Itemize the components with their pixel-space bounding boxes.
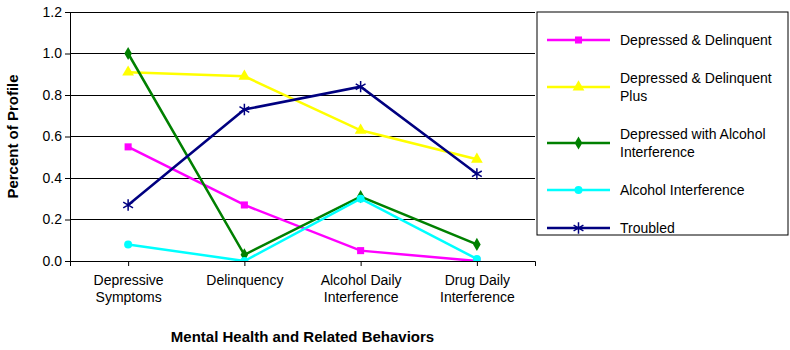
x-tick-label: Drug DailyInterference — [440, 272, 515, 305]
y-tick-label: 0.6 — [43, 128, 63, 144]
y-tick-mark — [65, 54, 70, 55]
series-line — [128, 199, 477, 261]
x-tick: DepressiveSymptoms — [94, 261, 164, 305]
series-marker — [471, 153, 483, 163]
y-tick: 0.6 — [43, 128, 70, 144]
legend-label: Depressed & DelinquentPlus — [620, 70, 772, 104]
grid-line — [70, 12, 535, 13]
legend: Depressed & Delinquent Depressed & Delinq… — [537, 12, 788, 236]
y-tick-label: 0.2 — [43, 211, 63, 227]
series-marker — [472, 168, 482, 179]
legend-marker — [575, 186, 583, 194]
y-tick-label: 0.0 — [43, 253, 63, 269]
x-tick-mark — [244, 261, 245, 266]
grid-line — [70, 219, 535, 220]
data — [122, 47, 483, 261]
y-axis-title: Percent of Profile — [4, 74, 21, 198]
legend-marker — [575, 136, 583, 149]
grid-line — [70, 95, 535, 96]
plot: 0.00.20.40.60.81.01.2DepressiveSymptomsD… — [43, 4, 536, 305]
series-marker — [241, 201, 248, 208]
legend-entry: Alcohol Interference — [547, 182, 745, 198]
y-tick: 1.2 — [43, 4, 70, 20]
x-tick-label: Alcohol DailyInterference — [321, 272, 402, 305]
y-tick-mark — [65, 220, 70, 221]
series-marker — [123, 199, 133, 210]
legend-marker — [574, 222, 584, 233]
series-marker — [357, 195, 365, 203]
series-marker — [238, 70, 250, 80]
y-tick: 0.0 — [43, 253, 70, 269]
series-marker — [357, 247, 364, 254]
legend-entry: Depressed & Delinquent — [547, 32, 772, 48]
y-tick-label: 1.0 — [43, 45, 63, 61]
y-tick-mark — [65, 137, 70, 138]
legend-entry: Depressed with AlcoholInterference — [547, 126, 766, 160]
y-tick: 0.8 — [43, 87, 70, 103]
series-marker — [239, 104, 249, 115]
series-marker — [122, 65, 134, 75]
x-tick-label: Delinquency — [206, 272, 283, 288]
legend-entry: Depressed & DelinquentPlus — [547, 70, 772, 104]
x-tick-mark — [361, 261, 362, 266]
series-marker — [124, 47, 132, 60]
legend-label: Troubled — [620, 220, 675, 236]
x-tick: Delinquency — [206, 261, 283, 288]
chart: 0.00.20.40.60.81.01.2DepressiveSymptomsD… — [0, 0, 790, 350]
series-marker — [473, 238, 481, 251]
y-tick: 1.0 — [43, 45, 70, 61]
grid-line — [70, 136, 535, 137]
y-tick-mark — [65, 12, 70, 13]
x-axis-line — [71, 262, 536, 267]
legend-box — [537, 12, 788, 235]
series-marker — [357, 190, 365, 203]
legend-label: Depressed with AlcoholInterference — [620, 126, 766, 160]
series-marker — [125, 143, 132, 150]
x-tick: Alcohol DailyInterference — [321, 261, 402, 305]
y-tick-label: 1.2 — [43, 4, 63, 20]
y-tick-label: 0.8 — [43, 87, 63, 103]
x-tick-mark — [477, 261, 478, 266]
y-tick-mark — [65, 95, 70, 96]
x-tick-mark — [128, 261, 129, 266]
series-marker — [356, 81, 366, 92]
y-tick-mark — [65, 261, 70, 262]
x-tick-label: DepressiveSymptoms — [94, 272, 164, 305]
x-axis: DepressiveSymptoms Delinquency Alcohol Dai… — [71, 261, 536, 305]
series-marker — [124, 240, 132, 248]
y-tick-label: 0.4 — [43, 170, 63, 186]
y-axis-line — [65, 13, 71, 262]
legend-marker — [575, 36, 582, 43]
grid-line — [70, 178, 535, 179]
series-marker — [240, 257, 248, 261]
y-tick-mark — [65, 178, 70, 179]
x-axis-title: Mental Health and Related Behaviors — [171, 328, 434, 345]
series-line — [128, 87, 477, 205]
x-tick: Drug DailyInterference — [440, 261, 515, 305]
series-line — [128, 147, 477, 261]
series-marker — [355, 123, 367, 133]
y-axis: 0.0 0.2 0.4 0.6 0.8 1.0 1.2 — [43, 4, 71, 269]
legend-marker — [573, 80, 585, 90]
series-marker — [473, 255, 481, 261]
y-tick: 0.4 — [43, 170, 70, 186]
series-line — [128, 54, 477, 255]
grid-line — [70, 53, 535, 54]
legend-label: Alcohol Interference — [620, 182, 745, 198]
y-tick: 0.2 — [43, 211, 70, 227]
legend-entry: Troubled — [547, 220, 675, 236]
grid — [70, 12, 535, 261]
legend-label: Depressed & Delinquent — [620, 32, 772, 48]
